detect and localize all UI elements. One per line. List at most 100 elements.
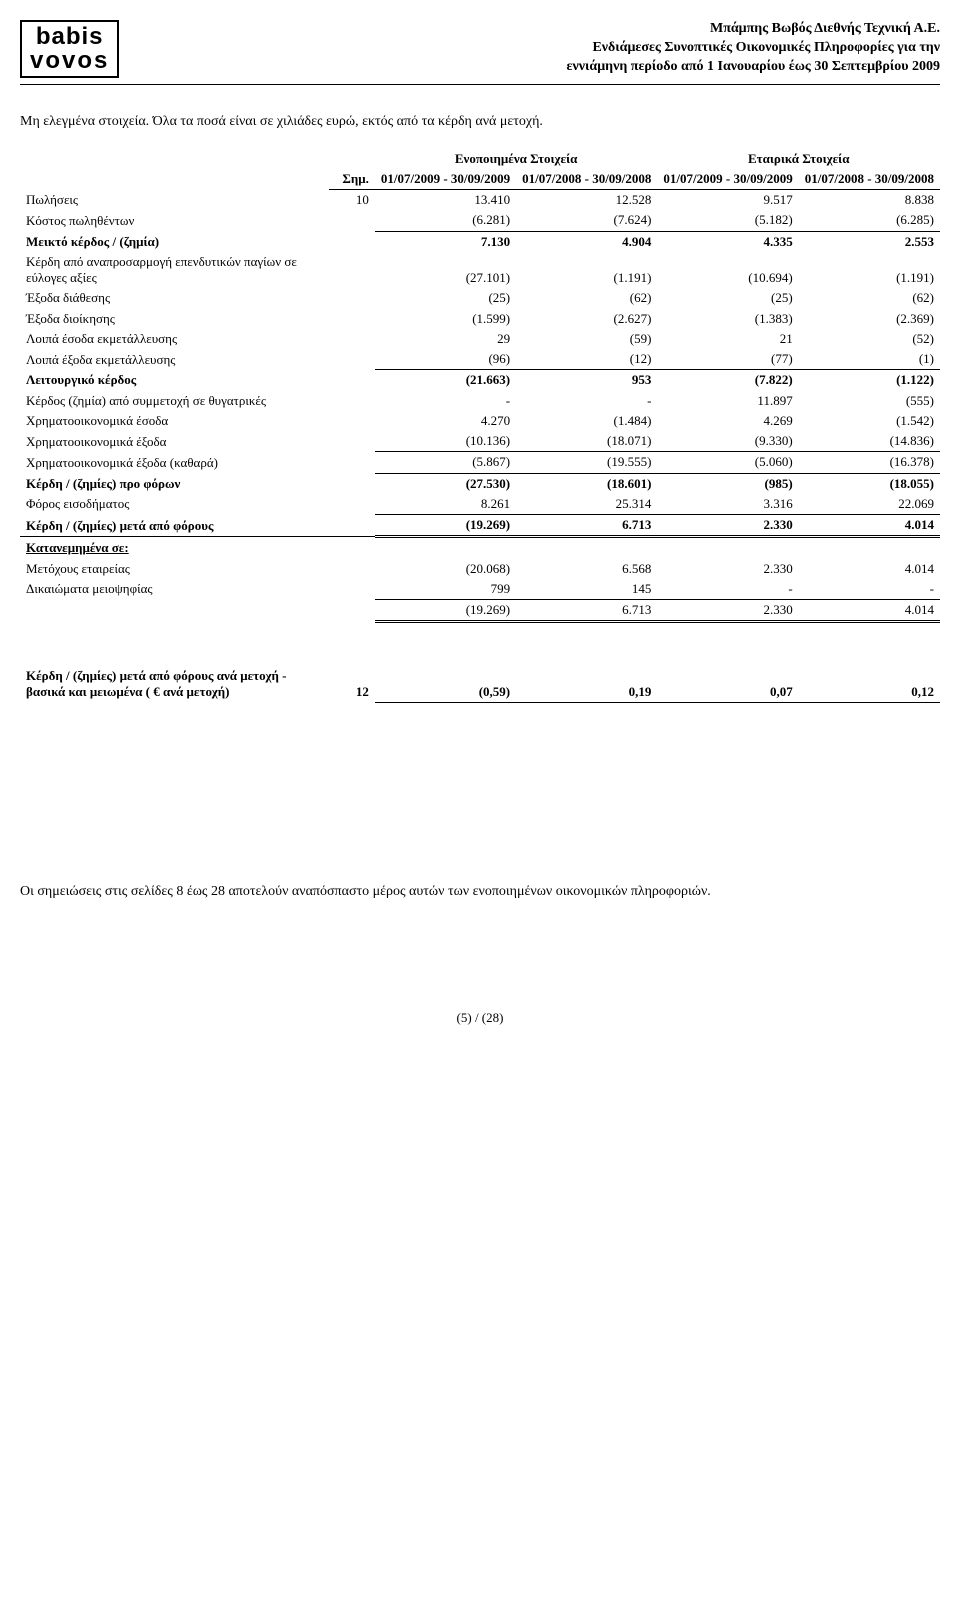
table-row: Μετόχους εταιρείας(20.068)6.5682.3304.01… [20,559,940,579]
row-label: Κέρδος (ζημία) από συμμετοχή σε θυγατρικ… [20,391,329,411]
period-3: 01/07/2009 - 30/09/2009 [657,169,798,190]
intro-text: Μη ελεγμένα στοιχεία. Όλα τα ποσά είναι … [20,113,940,131]
income-statement-table: Ενοποιημένα Στοιχεία Εταιρικά Στοιχεία Σ… [20,149,940,703]
row-value: 4.014 [799,600,940,622]
eps-v1: (0,59) [375,622,516,703]
row-value: (7.822) [657,370,798,391]
row-note [329,431,375,452]
row-label: Χρηματοοικονομικά έσοδα [20,411,329,431]
row-value: (25) [375,288,516,308]
allocation-title: Κατανεμημένα σε: [20,538,940,558]
row-note [329,559,375,579]
period-4: 01/07/2008 - 30/09/2008 [799,169,940,190]
row-value: (62) [799,288,940,308]
table-row: Λοιπά έξοδα εκμετάλλευσης(96)(12)(77)(1) [20,349,940,370]
table-row: Φόρος εισοδήματος8.26125.3143.31622.069 [20,494,940,515]
row-value: (555) [799,391,940,411]
row-value: 2.330 [657,559,798,579]
note-column-header: Σημ. [329,169,375,190]
row-value: 22.069 [799,494,940,515]
row-value: 29 [375,329,516,349]
row-value: (19.269) [375,515,516,537]
row-value: (985) [657,473,798,494]
row-value: (1.191) [516,252,657,289]
row-label: Λοιπά έξοδα εκμετάλλευσης [20,349,329,370]
row-label: Μετόχους εταιρείας [20,559,329,579]
row-value: (12) [516,349,657,370]
row-note [329,391,375,411]
row-value: (18.055) [799,473,940,494]
row-value: (1.599) [375,309,516,329]
page-footer: (5) / (28) [20,1010,940,1026]
row-value: 13.410 [375,190,516,211]
table-row: Κόστος πωληθέντων(6.281)(7.624)(5.182)(6… [20,210,940,231]
table-row: Χρηματοοικονομικά έξοδα (καθαρά)(5.867)(… [20,452,940,473]
row-value: (25) [657,288,798,308]
row-note [329,473,375,494]
row-label: Κέρδη από αναπροσαρμογή επενδυτικών παγί… [20,252,329,289]
row-value: (96) [375,349,516,370]
row-note [329,579,375,600]
row-value: 4.904 [516,231,657,252]
row-note [329,411,375,431]
row-label: Πωλήσεις [20,190,329,211]
row-value: (7.624) [516,210,657,231]
row-label: Κέρδη / (ζημίες) μετά από φόρους [20,515,329,537]
header-line-2: Ενδιάμεσες Συνοπτικές Οικονομικές Πληροφ… [143,39,940,58]
row-note [329,252,375,289]
row-value: (14.836) [799,431,940,452]
row-value: 8.838 [799,190,940,211]
row-value: (16.378) [799,452,940,473]
row-value: 2.330 [657,515,798,537]
eps-label: Κέρδη / (ζημίες) μετά από φόρους ανά μετ… [20,622,329,703]
footnote-text: Οι σημειώσεις στις σελίδες 8 έως 28 αποτ… [20,883,940,901]
logo-line-2: vovos [30,49,109,73]
row-label: Κέρδη / (ζημίες) προ φόρων [20,473,329,494]
row-value: (19.269) [375,600,516,622]
eps-v4: 0,12 [799,622,940,703]
row-value: (2.627) [516,309,657,329]
row-value: (27.101) [375,252,516,289]
row-value: (5.867) [375,452,516,473]
row-label: Χρηματοοικονομικά έξοδα (καθαρά) [20,452,329,473]
row-value: 799 [375,579,516,600]
table-row: Κέρδη από αναπροσαρμογή επενδυτικών παγί… [20,252,940,289]
row-value: (1.542) [799,411,940,431]
row-value: (10.136) [375,431,516,452]
row-label: Φόρος εισοδήματος [20,494,329,515]
row-value: 9.517 [657,190,798,211]
row-value: 12.528 [516,190,657,211]
row-value: 4.269 [657,411,798,431]
row-value: (20.068) [375,559,516,579]
row-value: - [657,579,798,600]
row-note: 10 [329,190,375,211]
table-row: Δικαιώματα μειοψηφίας799145-- [20,579,940,600]
header-text: Μπάμπης Βωβός Διεθνής Τεχνική Α.Ε. Ενδιά… [143,20,940,77]
page: babis vovos Μπάμπης Βωβός Διεθνής Τεχνικ… [0,0,960,1067]
row-value: 21 [657,329,798,349]
period-2: 01/07/2008 - 30/09/2008 [516,169,657,190]
row-label: Χρηματοοικονομικά έξοδα [20,431,329,452]
row-note [329,452,375,473]
row-value: 145 [516,579,657,600]
row-value: (5.182) [657,210,798,231]
row-value: 4.335 [657,231,798,252]
row-value: (52) [799,329,940,349]
row-value: (27.530) [375,473,516,494]
row-note [329,349,375,370]
row-value: (62) [516,288,657,308]
row-value: (2.369) [799,309,940,329]
row-value: (1.191) [799,252,940,289]
row-value: - [375,391,516,411]
eps-v2: 0,19 [516,622,657,703]
table-row: Κέρδος (ζημία) από συμμετοχή σε θυγατρικ… [20,391,940,411]
row-label: Λειτουργικό κέρδος [20,370,329,391]
row-value: (18.601) [516,473,657,494]
eps-note: 12 [329,622,375,703]
row-label: Έξοδα διάθεσης [20,288,329,308]
table-row: Έξοδα διάθεσης(25)(62)(25)(62) [20,288,940,308]
logo-line-1: babis [30,25,109,49]
row-value: (19.555) [516,452,657,473]
row-value: (1.484) [516,411,657,431]
row-value: - [516,391,657,411]
